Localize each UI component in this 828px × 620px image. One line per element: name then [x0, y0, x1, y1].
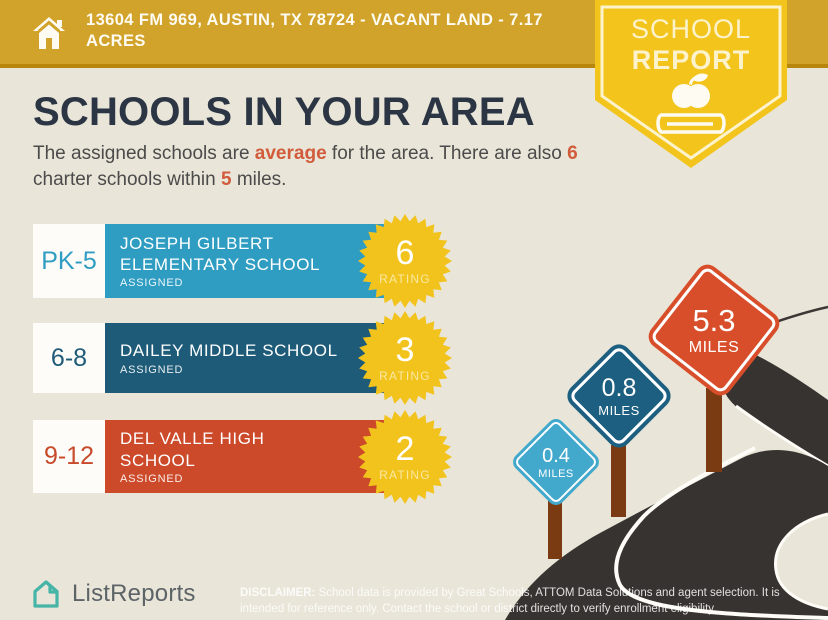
school-bar: DAILEY MIDDLE SCHOOL ASSIGNED: [105, 323, 402, 393]
distance-unit: MILES: [538, 467, 574, 480]
school-bar: JOSEPH GILBERT ELEMENTARY SCHOOL ASSIGNE…: [105, 224, 402, 298]
distance-unit: MILES: [688, 339, 740, 356]
school-status: ASSIGNED: [120, 363, 184, 376]
school-name-line2: SCHOOL: [120, 450, 196, 470]
rating-starburst: [358, 311, 452, 405]
road-pocket: [775, 514, 828, 609]
apple-book-icon: [672, 73, 710, 108]
home-icon: [33, 17, 65, 49]
grade-range: PK-5: [33, 224, 105, 298]
road-bottom-body: [505, 450, 828, 620]
school-name-line1: JOSEPH GILBERT: [120, 233, 274, 253]
highlight-radius-miles: 5: [220, 168, 232, 190]
rating-badge: 6 RATING: [355, 211, 455, 311]
road-pocket-edge-line: [774, 512, 828, 611]
school-row-high: 9-12 DEL VALLE HIGH SCHOOL ASSIGNED 2 RA…: [33, 409, 452, 504]
road-upper-band: [721, 348, 828, 468]
listreports-logo: ListReports: [28, 576, 196, 612]
distance-sign-high: 5.3 MILES: [643, 259, 785, 401]
school-report-badge: SCHOOL REPORT: [595, 0, 787, 172]
school-status: ASSIGNED: [120, 472, 184, 485]
intro-subtitle: The assigned schools are average for the…: [33, 143, 578, 190]
listreports-house-icon: [33, 580, 59, 608]
rating-value: 6: [395, 234, 415, 272]
distance-value: 0.4: [542, 444, 570, 467]
rating-value: 2: [395, 429, 415, 468]
rating-starburst: [358, 214, 452, 308]
rating-label: RATING: [379, 272, 431, 286]
distance-value: 0.8: [601, 374, 637, 402]
disclaimer-label: DISCLAIMER:: [240, 587, 316, 599]
school-name-line1: DAILEY MIDDLE SCHOOL: [120, 341, 338, 361]
badge-line2: REPORT: [631, 45, 751, 76]
sign-post-mid: [611, 445, 626, 517]
distance-unit: MILES: [598, 403, 640, 418]
disclaimer-text: DISCLAIMER: School data is provided by G…: [240, 587, 780, 615]
badge-ribbon: [595, 0, 787, 168]
rating-label: RATING: [379, 369, 431, 383]
sign-post-far: [706, 388, 722, 472]
highlight-average: average: [254, 143, 327, 164]
grade-range: 6-8: [33, 323, 105, 393]
rating-value: 3: [395, 331, 415, 369]
property-address: 13604 FM 969, AUSTIN, TX 78724 - VACANT …: [86, 11, 543, 51]
grade-range: 9-12: [33, 420, 105, 493]
badge-line1: SCHOOL: [630, 14, 752, 44]
school-name-line1: DEL VALLE HIGH: [120, 429, 265, 449]
page-title: SCHOOLS IN YOUR AREA: [33, 90, 535, 134]
brand-name: ListReports: [72, 580, 196, 607]
school-status: ASSIGNED: [120, 277, 184, 290]
highlight-charter-count: 6: [567, 143, 578, 164]
rating-badge: 3 RATING: [355, 308, 455, 408]
school-row-middle: 6-8 DAILEY MIDDLE SCHOOL ASSIGNED 3 RATI…: [33, 311, 452, 405]
sign-post-near: [548, 495, 562, 559]
school-name-line2: ELEMENTARY SCHOOL: [120, 255, 321, 274]
rating-badge: 2 RATING: [355, 407, 455, 507]
rating-label: RATING: [379, 467, 431, 482]
school-row-elementary: PK-5 JOSEPH GILBERT ELEMENTARY SCHOOL AS…: [33, 214, 452, 308]
rating-starburst: [358, 409, 452, 504]
road-edge-line: [614, 446, 828, 620]
road-upper-edge-line: [735, 404, 828, 468]
school-bar: DEL VALLE HIGH SCHOOL ASSIGNED: [105, 420, 402, 493]
distance-sign-middle: 0.8 MILES: [562, 339, 676, 453]
distance-value: 5.3: [692, 303, 736, 338]
